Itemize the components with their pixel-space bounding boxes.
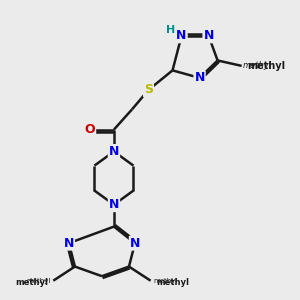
Text: N: N	[203, 29, 214, 42]
Text: O: O	[85, 123, 95, 136]
Text: methyl: methyl	[153, 278, 177, 284]
Text: N: N	[109, 145, 119, 158]
Text: methyl: methyl	[243, 61, 272, 70]
Text: N: N	[109, 198, 119, 211]
Text: methyl: methyl	[247, 61, 285, 71]
Text: N: N	[194, 71, 205, 84]
Text: methyl: methyl	[156, 278, 189, 287]
Text: N: N	[64, 237, 74, 250]
Text: methyl: methyl	[26, 278, 51, 284]
Text: S: S	[144, 83, 153, 96]
Text: N: N	[176, 29, 187, 42]
Text: H: H	[167, 26, 176, 35]
Text: methyl: methyl	[15, 278, 48, 287]
Text: N: N	[130, 237, 140, 250]
